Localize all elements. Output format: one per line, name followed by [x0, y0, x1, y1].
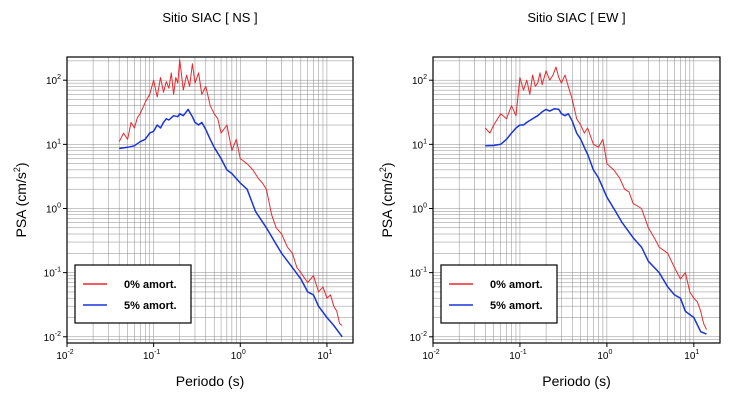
x-tick-label: 100	[597, 349, 612, 362]
plot-frame	[432, 56, 721, 344]
y-axis-label: PSA (cm/s2)	[378, 162, 395, 237]
y-tick-label: 102	[412, 74, 427, 87]
legend-label: 0% amort.	[124, 279, 177, 291]
y-tick-label: 10-2	[410, 331, 427, 344]
y-axis-label-end: )	[379, 162, 395, 167]
y-tick-exponent: 0	[57, 202, 61, 209]
x-tick-label: 10-1	[509, 349, 526, 362]
x-tick-label: 10-1	[143, 349, 160, 362]
y-tick-label: 101	[46, 138, 61, 151]
x-tick-exponent: -2	[433, 349, 439, 356]
chart-title: Sitio SIAC [ EW ]	[527, 10, 625, 25]
y-tick-exponent: 0	[423, 202, 427, 209]
plot-frame	[66, 56, 354, 344]
x-tick-exponent: -1	[520, 349, 526, 356]
y-tick-label: 10-1	[410, 267, 427, 280]
x-tick-exponent: 1	[329, 349, 333, 356]
y-tick-label: 100	[412, 202, 427, 215]
y-tick-exponent: 1	[423, 138, 427, 145]
y-tick-exponent: -2	[55, 331, 61, 338]
series-line-red	[484, 66, 707, 330]
x-tick-exponent: 0	[608, 349, 612, 356]
series-line-red	[118, 59, 343, 326]
y-tick-label: 101	[412, 138, 427, 151]
legend-label: 5% amort.	[124, 300, 177, 312]
y-tick-label: 10-2	[44, 331, 61, 344]
y-tick-label: 102	[46, 74, 61, 87]
y-tick-exponent: 1	[57, 138, 61, 145]
x-tick-label: 101	[317, 349, 332, 362]
x-tick-label: 100	[231, 349, 246, 362]
legend: 0% amort. 5% amort.	[440, 264, 558, 324]
y-axis-label-sup: 2	[12, 167, 22, 172]
legend-label: 5% amort.	[490, 300, 543, 312]
y-tick-exponent: 2	[57, 74, 61, 81]
x-tick-exponent: 0	[242, 349, 246, 356]
x-axis-label: Periodo (s)	[176, 373, 244, 389]
x-tick-exponent: -2	[67, 349, 73, 356]
y-axis-label: PSA (cm/s2)	[12, 162, 29, 237]
legend-box	[74, 264, 192, 324]
x-axis-label: Periodo (s)	[542, 373, 610, 389]
legend-box	[440, 264, 558, 324]
x-tick-exponent: 1	[695, 349, 699, 356]
chart-title: Sitio SIAC [ NS ]	[162, 10, 257, 25]
y-tick-exponent: -2	[421, 331, 427, 338]
series-line-blue	[485, 107, 707, 335]
x-tick-label: 10-2	[422, 349, 439, 362]
y-tick-exponent: 2	[423, 74, 427, 81]
y-tick-exponent: -1	[55, 267, 61, 274]
legend-label: 0% amort.	[490, 279, 543, 291]
series-line-blue	[119, 108, 343, 338]
y-axis-label-sup: 2	[378, 167, 388, 172]
x-tick-exponent: -1	[154, 349, 160, 356]
x-tick-label: 101	[684, 349, 699, 362]
legend: 0% amort. 5% amort.	[74, 264, 192, 324]
y-tick-label: 10-1	[44, 267, 61, 280]
y-tick-label: 100	[46, 202, 61, 215]
y-axis-label-base: PSA (cm/s	[379, 172, 395, 237]
x-tick-label: 10-2	[56, 349, 73, 362]
y-axis-label-base: PSA (cm/s	[13, 172, 29, 237]
y-tick-exponent: -1	[421, 267, 427, 274]
y-axis-label-end: )	[13, 162, 29, 167]
